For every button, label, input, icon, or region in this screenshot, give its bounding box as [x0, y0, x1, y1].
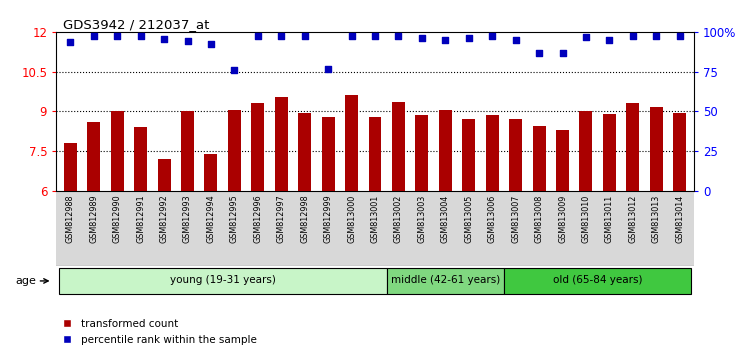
Text: GSM813012: GSM813012	[628, 195, 638, 243]
Point	[556, 50, 568, 56]
Text: GSM812990: GSM812990	[112, 195, 122, 243]
Bar	[345, 96, 358, 191]
Bar	[228, 110, 241, 191]
Bar	[556, 130, 569, 191]
Text: GSM813011: GSM813011	[604, 195, 613, 243]
Bar	[274, 97, 288, 191]
Bar	[251, 103, 264, 191]
Text: GSM813006: GSM813006	[488, 195, 496, 243]
Point	[627, 33, 639, 39]
Text: GSM812993: GSM812993	[183, 195, 192, 243]
Point	[64, 40, 76, 45]
Bar	[626, 103, 639, 191]
Text: GSM812988: GSM812988	[66, 195, 75, 243]
Bar	[322, 117, 334, 191]
Text: GSM813003: GSM813003	[417, 195, 426, 243]
Text: GSM813004: GSM813004	[441, 195, 450, 243]
Bar	[58, 268, 387, 294]
Text: GSM812997: GSM812997	[277, 195, 286, 244]
Bar	[504, 268, 692, 294]
Point	[275, 33, 287, 39]
Point	[182, 38, 194, 44]
Text: GSM812991: GSM812991	[136, 195, 146, 243]
Legend: transformed count, percentile rank within the sample: transformed count, percentile rank withi…	[58, 315, 261, 349]
Text: GSM812992: GSM812992	[160, 195, 169, 244]
Bar	[298, 113, 311, 191]
Bar	[462, 119, 476, 191]
Text: GSM812994: GSM812994	[206, 195, 215, 243]
Bar	[439, 110, 452, 191]
Text: GSM813010: GSM813010	[581, 195, 590, 243]
Point	[205, 41, 217, 47]
Point	[322, 66, 334, 72]
Text: GSM812999: GSM812999	[323, 195, 332, 244]
Text: GSM813013: GSM813013	[652, 195, 661, 243]
Point	[228, 68, 240, 73]
Text: GSM813007: GSM813007	[512, 195, 520, 243]
Bar	[486, 115, 499, 191]
Point	[346, 33, 358, 39]
Bar	[603, 114, 616, 191]
Point	[88, 33, 100, 39]
Text: age: age	[15, 276, 36, 286]
Bar	[64, 143, 76, 191]
Point	[416, 36, 428, 41]
Text: GDS3942 / 212037_at: GDS3942 / 212037_at	[62, 18, 209, 31]
Bar	[580, 112, 592, 191]
Text: GSM813005: GSM813005	[464, 195, 473, 243]
Point	[603, 37, 615, 42]
Point	[510, 37, 522, 42]
Bar	[392, 102, 405, 191]
Bar	[158, 159, 170, 191]
Bar	[87, 122, 100, 191]
Text: young (19-31 years): young (19-31 years)	[170, 275, 275, 285]
Bar	[416, 115, 428, 191]
Bar	[650, 107, 663, 191]
Point	[486, 33, 498, 39]
Point	[674, 33, 686, 39]
Text: GSM813002: GSM813002	[394, 195, 403, 243]
Point	[392, 33, 404, 39]
Bar	[205, 154, 218, 191]
Point	[580, 34, 592, 40]
Bar	[111, 112, 124, 191]
Text: GSM812989: GSM812989	[89, 195, 98, 243]
Text: GSM812995: GSM812995	[230, 195, 238, 244]
Bar	[181, 112, 194, 191]
Text: GSM813014: GSM813014	[675, 195, 684, 243]
Text: GSM813009: GSM813009	[558, 195, 567, 243]
Point	[111, 33, 123, 39]
Bar	[368, 117, 382, 191]
Point	[463, 36, 475, 41]
Text: GSM813000: GSM813000	[347, 195, 356, 243]
Bar	[674, 113, 686, 191]
Bar	[134, 127, 147, 191]
Point	[252, 33, 264, 39]
Point	[158, 36, 170, 42]
Point	[369, 33, 381, 39]
Bar	[509, 119, 522, 191]
Point	[650, 33, 662, 39]
Bar	[387, 268, 504, 294]
Text: GSM812996: GSM812996	[254, 195, 262, 243]
Point	[298, 33, 310, 39]
Text: middle (42-61 years): middle (42-61 years)	[391, 275, 500, 285]
Bar	[532, 126, 545, 191]
Point	[533, 50, 545, 56]
Text: old (65-84 years): old (65-84 years)	[553, 275, 643, 285]
Text: GSM812998: GSM812998	[300, 195, 309, 243]
Point	[135, 33, 147, 39]
Text: GSM813008: GSM813008	[535, 195, 544, 243]
Text: GSM813001: GSM813001	[370, 195, 380, 243]
Point	[440, 37, 452, 42]
